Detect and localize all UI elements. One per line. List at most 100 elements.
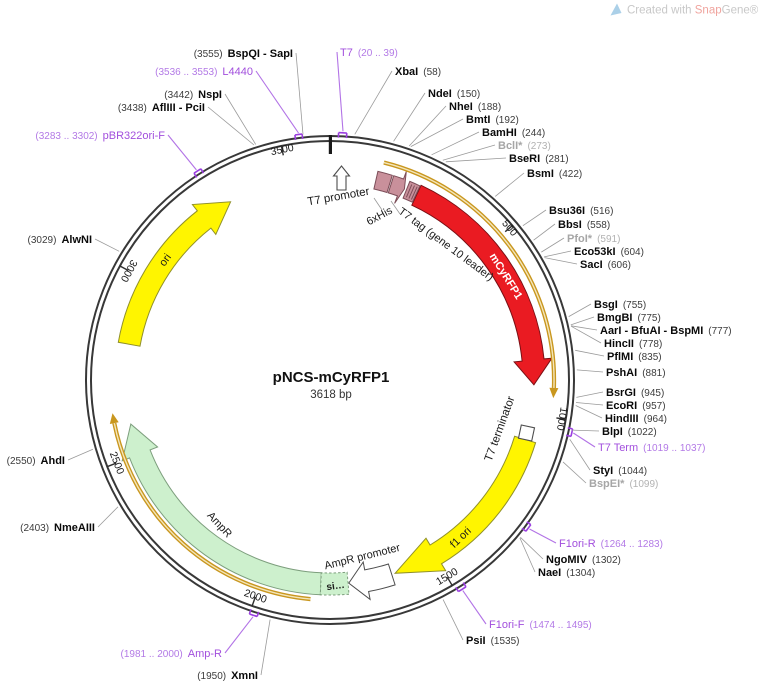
enzyme-label-ndei[interactable]: NdeI (150): [428, 88, 480, 100]
enzyme-label-afliii-pcii[interactable]: (3438) AflIII - PciI: [118, 102, 205, 114]
feature-si[interactable]: [319, 571, 350, 596]
primer-bracket-t7-term: [570, 428, 574, 437]
snapgene-watermark: Created with SnapGene®: [610, 3, 759, 17]
primer-bracket-l4440: [294, 133, 303, 136]
callout-line-ngomiv: [520, 537, 544, 560]
primer-label-amp-r[interactable]: (1981 .. 2000) Amp-R: [121, 648, 223, 660]
watermark-text: Created with SnapGene®: [627, 5, 759, 17]
feature-ampr-promoter[interactable]: [348, 560, 396, 601]
enzyme-label-bmti[interactable]: BmtI (192): [466, 114, 519, 126]
callout-line-psii: [442, 599, 464, 641]
feature-glyph-t7-terminator[interactable]: [517, 424, 536, 442]
callout-line-aari-bfuai-bspmi: [570, 325, 598, 331]
enzyme-label-blpi[interactable]: BlpI (1022): [602, 426, 657, 438]
tick-1000: [556, 417, 567, 421]
enzyme-label-nmeaiii[interactable]: (2403) NmeAIII: [20, 522, 95, 534]
tick-1500: [446, 576, 454, 587]
enzyme-label-bsmi[interactable]: BsmI (422): [527, 168, 582, 180]
feature-label-ori[interactable]: ori: [157, 252, 174, 269]
enzyme-label-ecori[interactable]: EcoRI (957): [606, 400, 666, 412]
callout-line-blpi: [571, 429, 600, 432]
primer-bracket-f1ori-f: [457, 586, 467, 593]
tick-label-3500: 3500: [270, 142, 295, 159]
primer-bracket-tick: [526, 521, 532, 526]
feature-glyph-t7-promoter[interactable]: [332, 165, 351, 191]
callout-line-bbsi: [533, 223, 556, 241]
connector-line: [373, 197, 383, 211]
primer-label-f1ori-f[interactable]: F1ori-F (1474 .. 1495): [489, 619, 592, 631]
enzyme-label-aari-bfuai-bspmi[interactable]: AarI - BfuAI - BspMI (777): [600, 325, 732, 337]
primer-bracket-t7: [338, 131, 347, 134]
callout-line-ndei: [393, 92, 426, 142]
callout-line-ahdi: [67, 448, 94, 461]
primer-bracket-tick: [565, 434, 572, 438]
enzyme-label-hincii[interactable]: HincII (778): [604, 338, 662, 350]
callout-line-ecori: [575, 402, 604, 406]
callout-line-bseri: [445, 157, 507, 163]
enzyme-label-hindiii[interactable]: HindIII (964): [605, 413, 667, 425]
feature-f1-ori[interactable]: [393, 435, 537, 574]
callout-line-naei: [519, 537, 536, 573]
primer-bracket-tick: [294, 134, 297, 141]
feature-ori[interactable]: [117, 201, 232, 347]
enzyme-label-xbai[interactable]: XbaI (58): [395, 66, 441, 78]
callout-line-styi: [569, 439, 591, 471]
enzyme-label-bspei[interactable]: BspEI* (1099): [589, 478, 658, 490]
enzyme-label-bsgi[interactable]: BsgI (755): [594, 299, 646, 311]
callout-line-afliii-pcii: [207, 106, 255, 146]
primer-label-t7-term[interactable]: T7 Term (1019 .. 1037): [598, 442, 705, 454]
orf-arc-core: [113, 422, 311, 600]
primer-label-pbr322ori-f[interactable]: (3283 .. 3302) pBR322ori-F: [35, 130, 165, 142]
tick-label-1000: 1000: [554, 406, 570, 431]
enzyme-label-pfoi[interactable]: PfoI* (591): [567, 233, 620, 245]
primer-label-l4440[interactable]: (3536 .. 3553) L4440: [155, 66, 253, 78]
enzyme-label-bsu36i[interactable]: Bsu36I (516): [549, 205, 613, 217]
enzyme-label-bmgbi[interactable]: BmgBI (775): [597, 312, 661, 324]
callout-line-bcli: [442, 144, 496, 161]
feature-mcyrfp1[interactable]: [411, 184, 553, 386]
enzyme-label-pshai[interactable]: PshAI (881): [606, 367, 666, 379]
orf-arc-core: [383, 161, 555, 389]
feature-ampr[interactable]: [121, 423, 322, 596]
feature-t7-tag-gene-10-leader[interactable]: [387, 171, 407, 204]
enzyme-label-bamhi[interactable]: BamHI (244): [482, 127, 545, 139]
site-labels: (3555) BspQI - SapI (3536 .. 3553) L4440 (…: [7, 47, 732, 682]
primer-bracket-tick: [521, 527, 527, 532]
enzyme-label-bcli[interactable]: BclI* (273): [498, 140, 551, 152]
enzyme-label-bspqi-sapi[interactable]: (3555) BspQI - SapI: [194, 48, 293, 60]
enzyme-label-nspi[interactable]: (3442) NspI: [164, 89, 222, 101]
callout-line-bsmi: [494, 172, 525, 197]
primer-label-t7[interactable]: T7 (20 .. 39): [340, 47, 398, 59]
enzyme-label-styi[interactable]: StyI (1044): [593, 465, 647, 477]
feature-label-6xhis[interactable]: 6xHis: [365, 204, 395, 228]
enzyme-label-eco53ki[interactable]: Eco53kI (604): [574, 246, 644, 258]
feature-6xhis[interactable]: [373, 170, 393, 194]
enzyme-label-ngomiv[interactable]: NgoMIV (1302): [546, 554, 621, 566]
primer-bracket-amp-r: [249, 613, 258, 618]
callout-line-pshai: [576, 369, 604, 373]
enzyme-label-psii[interactable]: PsiI (1535): [466, 635, 519, 647]
enzyme-label-ahdi[interactable]: (2550) AhdI: [7, 455, 65, 467]
callout-line-bamhi: [431, 131, 480, 156]
primer-bracket-tick: [256, 611, 260, 617]
tick-2000: [251, 596, 256, 607]
callout-line-bsrgi: [576, 391, 604, 398]
enzyme-label-bbsi[interactable]: BbsI (558): [558, 219, 610, 231]
snapgene-logo-icon: [610, 3, 622, 16]
callout-line-eco53ki: [544, 250, 572, 258]
primer-bracket-tick: [455, 586, 460, 593]
enzyme-label-saci[interactable]: SacI (606): [580, 259, 631, 271]
enzyme-label-pflmi[interactable]: PflMI (835): [607, 351, 662, 363]
enzyme-label-bsrgi[interactable]: BsrGI (945): [606, 387, 664, 399]
enzyme-label-bseri[interactable]: BseRI (281): [509, 153, 569, 165]
enzyme-label-alwni[interactable]: (3029) AlwNI: [28, 234, 92, 246]
primer-bracket-tick: [193, 172, 198, 178]
tick-2500: [106, 462, 117, 468]
primer-label-f1ori-r[interactable]: F1ori-R (1264 .. 1283): [559, 538, 663, 550]
enzyme-label-xmni[interactable]: (1950) XmnI: [197, 670, 258, 682]
enzyme-label-naei[interactable]: NaeI (1304): [538, 567, 595, 579]
feature-label-si[interactable]: si…: [326, 580, 346, 593]
enzyme-label-nhei[interactable]: NheI (188): [449, 101, 501, 113]
callout-line-bspqi-sapi: [295, 52, 304, 135]
